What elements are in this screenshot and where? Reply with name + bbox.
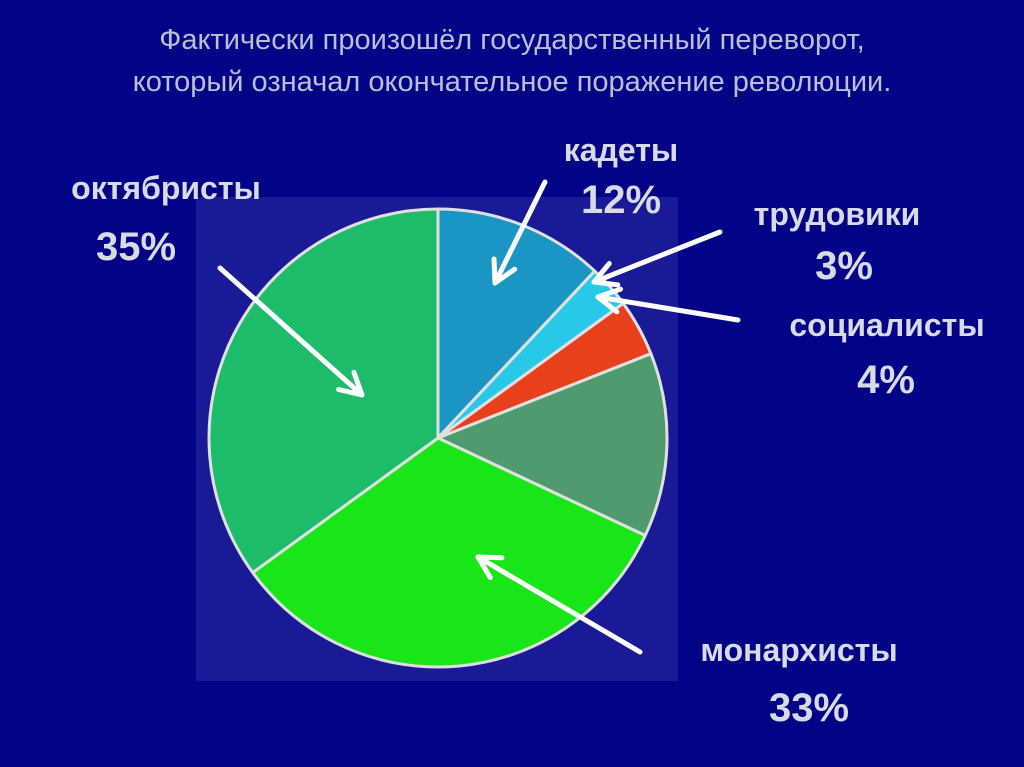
pie-slices [207,207,669,669]
label-socialisty-percent: 4% [857,358,915,402]
arrow-oktyabristy [217,265,365,398]
label-trudoviki-name: трудовики [753,196,921,232]
pie-slice-4 [436,352,669,537]
pie-slice-5 [251,436,647,669]
label-socialisty-name: социалисты [789,307,985,343]
label-monarkhisty-percent: 33% [768,686,850,730]
slide-title-line-1: Фактически произошёл государственный пер… [159,24,865,56]
label-oktyabristy-percent: 35% [95,225,177,269]
label-arrows [217,179,741,655]
label-trudoviki-percent: 3% [815,244,873,288]
label-kadety-name: кадеты [563,132,679,168]
arrow-trudoviki [591,229,723,288]
slide-title-line-2: который означал окончательное поражение … [132,66,892,98]
label-kadety-percent: 12% [580,178,662,222]
arrow-socialisty [595,286,741,323]
arrow-monarkhisty [475,554,643,655]
label-monarkhisty-name: монархисты [700,632,898,668]
arrow-kadety [491,179,548,286]
label-oktyabristy-name: октябристы [71,170,261,206]
pie-slice-6 [207,207,440,575]
